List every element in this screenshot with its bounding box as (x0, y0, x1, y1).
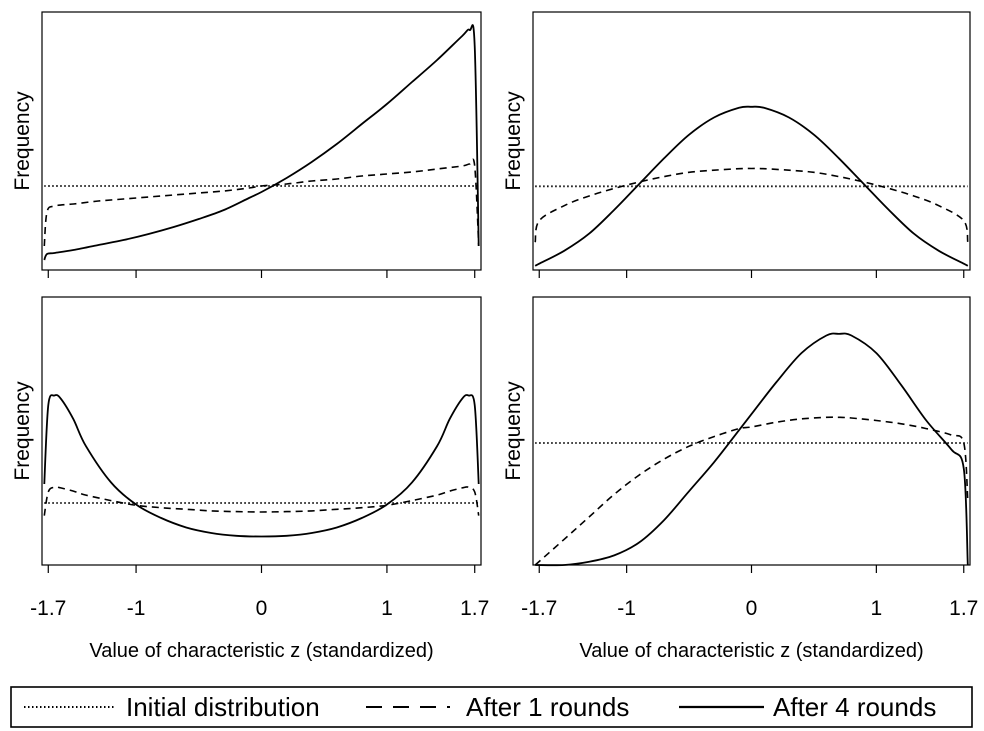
series-line-dashed (43, 486, 480, 516)
x-tick-label: 1.7 (949, 597, 978, 620)
x-tick-label: -1.7 (30, 597, 66, 620)
y-axis-label: Frequency (502, 91, 525, 191)
series-line-solid (43, 24, 480, 261)
legend-label: After 1 rounds (466, 692, 629, 722)
x-tick-label: 1 (871, 597, 883, 620)
series-line-dashed (534, 167, 969, 243)
x-tick-label: 1.7 (460, 597, 489, 620)
series-line-solid (534, 105, 969, 267)
x-axis-label: Value of characteristic z (standardized) (89, 640, 433, 662)
chart-panel-3: -1.7 -1 0 1 1.7 Frequency Value of characteris… (11, 296, 489, 662)
series-line-solid (535, 332, 969, 567)
x-tick-label: 0 (746, 597, 758, 620)
x-tick-label: -1 (617, 597, 636, 620)
plot-frame (532, 11, 971, 271)
plot-frame (41, 11, 482, 271)
plot-frame (41, 296, 482, 566)
legend-box (10, 686, 973, 728)
x-tick-label: -1 (127, 597, 146, 620)
x-axis-label: Value of characteristic z (standardized) (579, 640, 923, 662)
legend-label: Initial distribution (126, 692, 320, 722)
chart-panel-2: Frequency (502, 11, 971, 278)
series-line-dashed (534, 416, 969, 566)
series-line-solid (43, 394, 480, 538)
plot-frame (532, 296, 971, 566)
y-axis-label: Frequency (11, 91, 34, 191)
legend: Initial distribution After 1 rounds After … (10, 686, 973, 728)
y-axis-label: Frequency (11, 381, 34, 481)
chart-panel-4: -1.7 -1 0 1 1.7 Frequency Value of characteris… (502, 296, 978, 662)
legend-label: After 4 rounds (773, 692, 936, 722)
y-axis-label: Frequency (502, 381, 525, 481)
series-line-dashed (43, 158, 480, 247)
chart-panel-1: Frequency (11, 11, 482, 278)
x-tick-label: 1 (381, 597, 393, 620)
x-tick-label: -1.7 (521, 597, 557, 620)
x-tick-label: 0 (256, 597, 268, 620)
